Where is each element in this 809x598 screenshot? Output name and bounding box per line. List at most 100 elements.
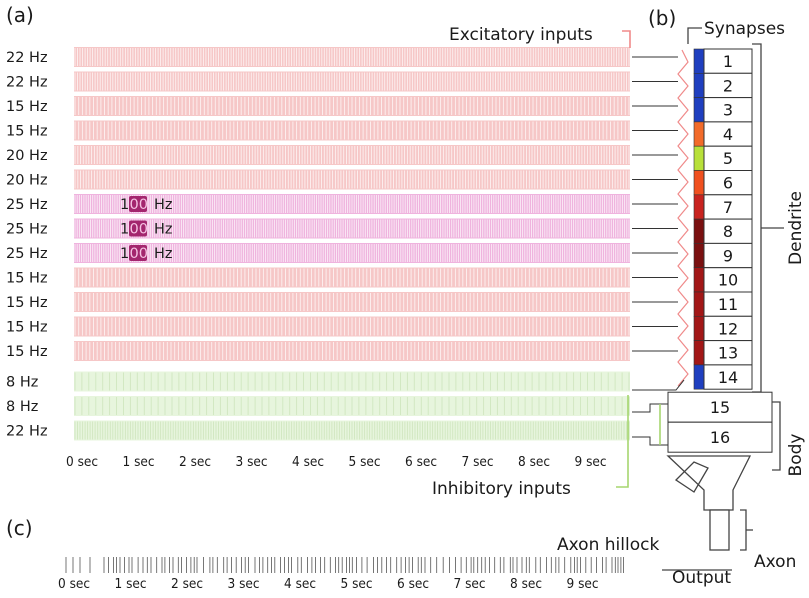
input-rate-label: 15 Hz bbox=[6, 320, 48, 336]
compartment-box bbox=[703, 145, 753, 171]
compartment-number: 6 bbox=[723, 174, 733, 193]
burst-unit: Hz bbox=[154, 246, 173, 262]
compartment-number: 9 bbox=[723, 246, 733, 265]
inhibitory-wire bbox=[632, 436, 668, 446]
synapses-label: Synapses bbox=[704, 19, 785, 39]
synapse-color-swatch bbox=[693, 243, 705, 268]
time-tick-label: 3 sec bbox=[228, 576, 260, 592]
synapse-color-swatch bbox=[693, 97, 705, 123]
synapse-color-swatch bbox=[693, 170, 705, 196]
spike-ticks bbox=[74, 342, 630, 360]
compartment-box bbox=[703, 267, 753, 293]
spike-ticks bbox=[74, 372, 630, 391]
spike-train-row: 25 Hz 1 00 Hz bbox=[6, 243, 630, 263]
spike-train-row: 15 Hz bbox=[6, 96, 630, 116]
compartment-number: 7 bbox=[723, 198, 733, 217]
dendrite-compartment: 3 bbox=[693, 97, 753, 123]
input-rate-label: 8 Hz bbox=[6, 375, 38, 391]
body-compartment-box bbox=[667, 421, 773, 453]
input-rate-label: 25 Hz bbox=[6, 222, 48, 238]
time-tick-label: 8 sec bbox=[510, 576, 542, 592]
axon-hillock-pointer bbox=[674, 461, 709, 493]
spike-train-row: 22 Hz bbox=[6, 47, 630, 67]
input-rate-label: 15 Hz bbox=[6, 344, 48, 360]
synapse-color-swatch bbox=[693, 73, 705, 98]
time-tick-label: 6 sec bbox=[397, 576, 429, 592]
synapse-wires bbox=[632, 49, 689, 446]
panel-a-label: (a) bbox=[6, 3, 34, 27]
input-rate-label: 25 Hz bbox=[6, 197, 48, 213]
output-label: Output bbox=[672, 568, 731, 588]
time-tick-label: 1 sec bbox=[115, 576, 147, 592]
dendrite-compartment: 12 bbox=[693, 315, 753, 342]
dendrite-compartment: 2 bbox=[693, 72, 753, 99]
axon-shape bbox=[709, 509, 730, 551]
dendrite-compartment: 8 bbox=[693, 218, 753, 244]
compartment-number: 14 bbox=[718, 368, 738, 387]
axon-hillock-label: Axon hillock bbox=[557, 535, 659, 555]
dendrite-label: Dendrite bbox=[786, 191, 806, 265]
synapses-bracket bbox=[687, 27, 702, 44]
input-rate-label: 22 Hz bbox=[6, 424, 48, 440]
time-tick-label: 9 sec bbox=[567, 576, 599, 592]
dendrite-compartment: 7 bbox=[693, 194, 753, 220]
time-tick-label: 6 sec bbox=[405, 454, 437, 470]
spike-train-row: 25 Hz 1 00 Hz bbox=[6, 194, 630, 214]
input-rate-label: 22 Hz bbox=[6, 75, 48, 91]
compartment-box bbox=[703, 121, 753, 147]
compartment-number: 13 bbox=[718, 344, 738, 363]
input-rate-label: 22 Hz bbox=[6, 50, 48, 66]
burst-highlight bbox=[129, 196, 147, 212]
time-tick-label: 1 sec bbox=[123, 454, 155, 470]
input-rate-label: 15 Hz bbox=[6, 295, 48, 311]
time-tick-label: 2 sec bbox=[171, 576, 203, 592]
spike-train-row: 25 Hz 1 00 Hz bbox=[6, 218, 630, 239]
dendrite-compartment: 9 bbox=[693, 242, 753, 269]
burst-rate-digits: 00 bbox=[130, 222, 148, 238]
excitatory-synapse-trace bbox=[677, 49, 689, 387]
burst-rate-digits: 00 bbox=[130, 246, 148, 262]
compartment-number: 3 bbox=[723, 101, 733, 120]
compartment-number: 5 bbox=[723, 149, 733, 168]
time-tick-label: 9 sec bbox=[575, 454, 607, 470]
body-compartment-box bbox=[667, 391, 773, 423]
spike-ticks bbox=[74, 72, 630, 91]
input-rate-label: 15 Hz bbox=[6, 99, 48, 115]
synapse-color-swatch bbox=[693, 364, 705, 390]
spike-ticks bbox=[74, 317, 630, 336]
compartment-box bbox=[703, 364, 753, 390]
spike-train-row: 20 Hz bbox=[6, 145, 630, 165]
input-rate-label: 15 Hz bbox=[6, 124, 48, 140]
compartment-box bbox=[703, 242, 753, 269]
compartment-box bbox=[703, 97, 753, 123]
axon-bracket bbox=[740, 509, 747, 551]
dendrite-compartment: 10 bbox=[693, 267, 753, 293]
synapse-color-swatch bbox=[693, 340, 705, 366]
time-tick-label: 8 sec bbox=[518, 454, 550, 470]
time-tick-label: 5 sec bbox=[341, 576, 373, 592]
compartment-number: 2 bbox=[723, 76, 733, 95]
spike-train-row: 15 Hz bbox=[6, 267, 630, 288]
time-tick-label: 3 sec bbox=[236, 454, 268, 470]
compartment-number: 4 bbox=[723, 125, 733, 144]
spike-ticks bbox=[74, 170, 630, 189]
input-rate-label: 8 Hz bbox=[6, 399, 38, 415]
burst-highlight bbox=[129, 245, 147, 261]
excitatory-inputs-label: Excitatory inputs bbox=[449, 25, 593, 45]
input-rate-label: 20 Hz bbox=[6, 148, 48, 164]
spike-ticks bbox=[74, 397, 630, 415]
compartment-number: 10 bbox=[718, 271, 738, 290]
spike-ticks bbox=[74, 421, 630, 440]
synapse-color-swatch bbox=[693, 291, 705, 317]
spike-ticks bbox=[74, 268, 630, 287]
burst-rate-label: 1 bbox=[120, 246, 129, 262]
time-tick-label: 0 sec bbox=[58, 576, 90, 592]
spike-ticks bbox=[74, 48, 630, 66]
dendrite-compartment: 13 bbox=[693, 340, 753, 366]
axon-label: Axon bbox=[754, 552, 796, 572]
burst-rate-label: 1 bbox=[120, 222, 129, 238]
input-rate-label: 20 Hz bbox=[6, 173, 48, 189]
